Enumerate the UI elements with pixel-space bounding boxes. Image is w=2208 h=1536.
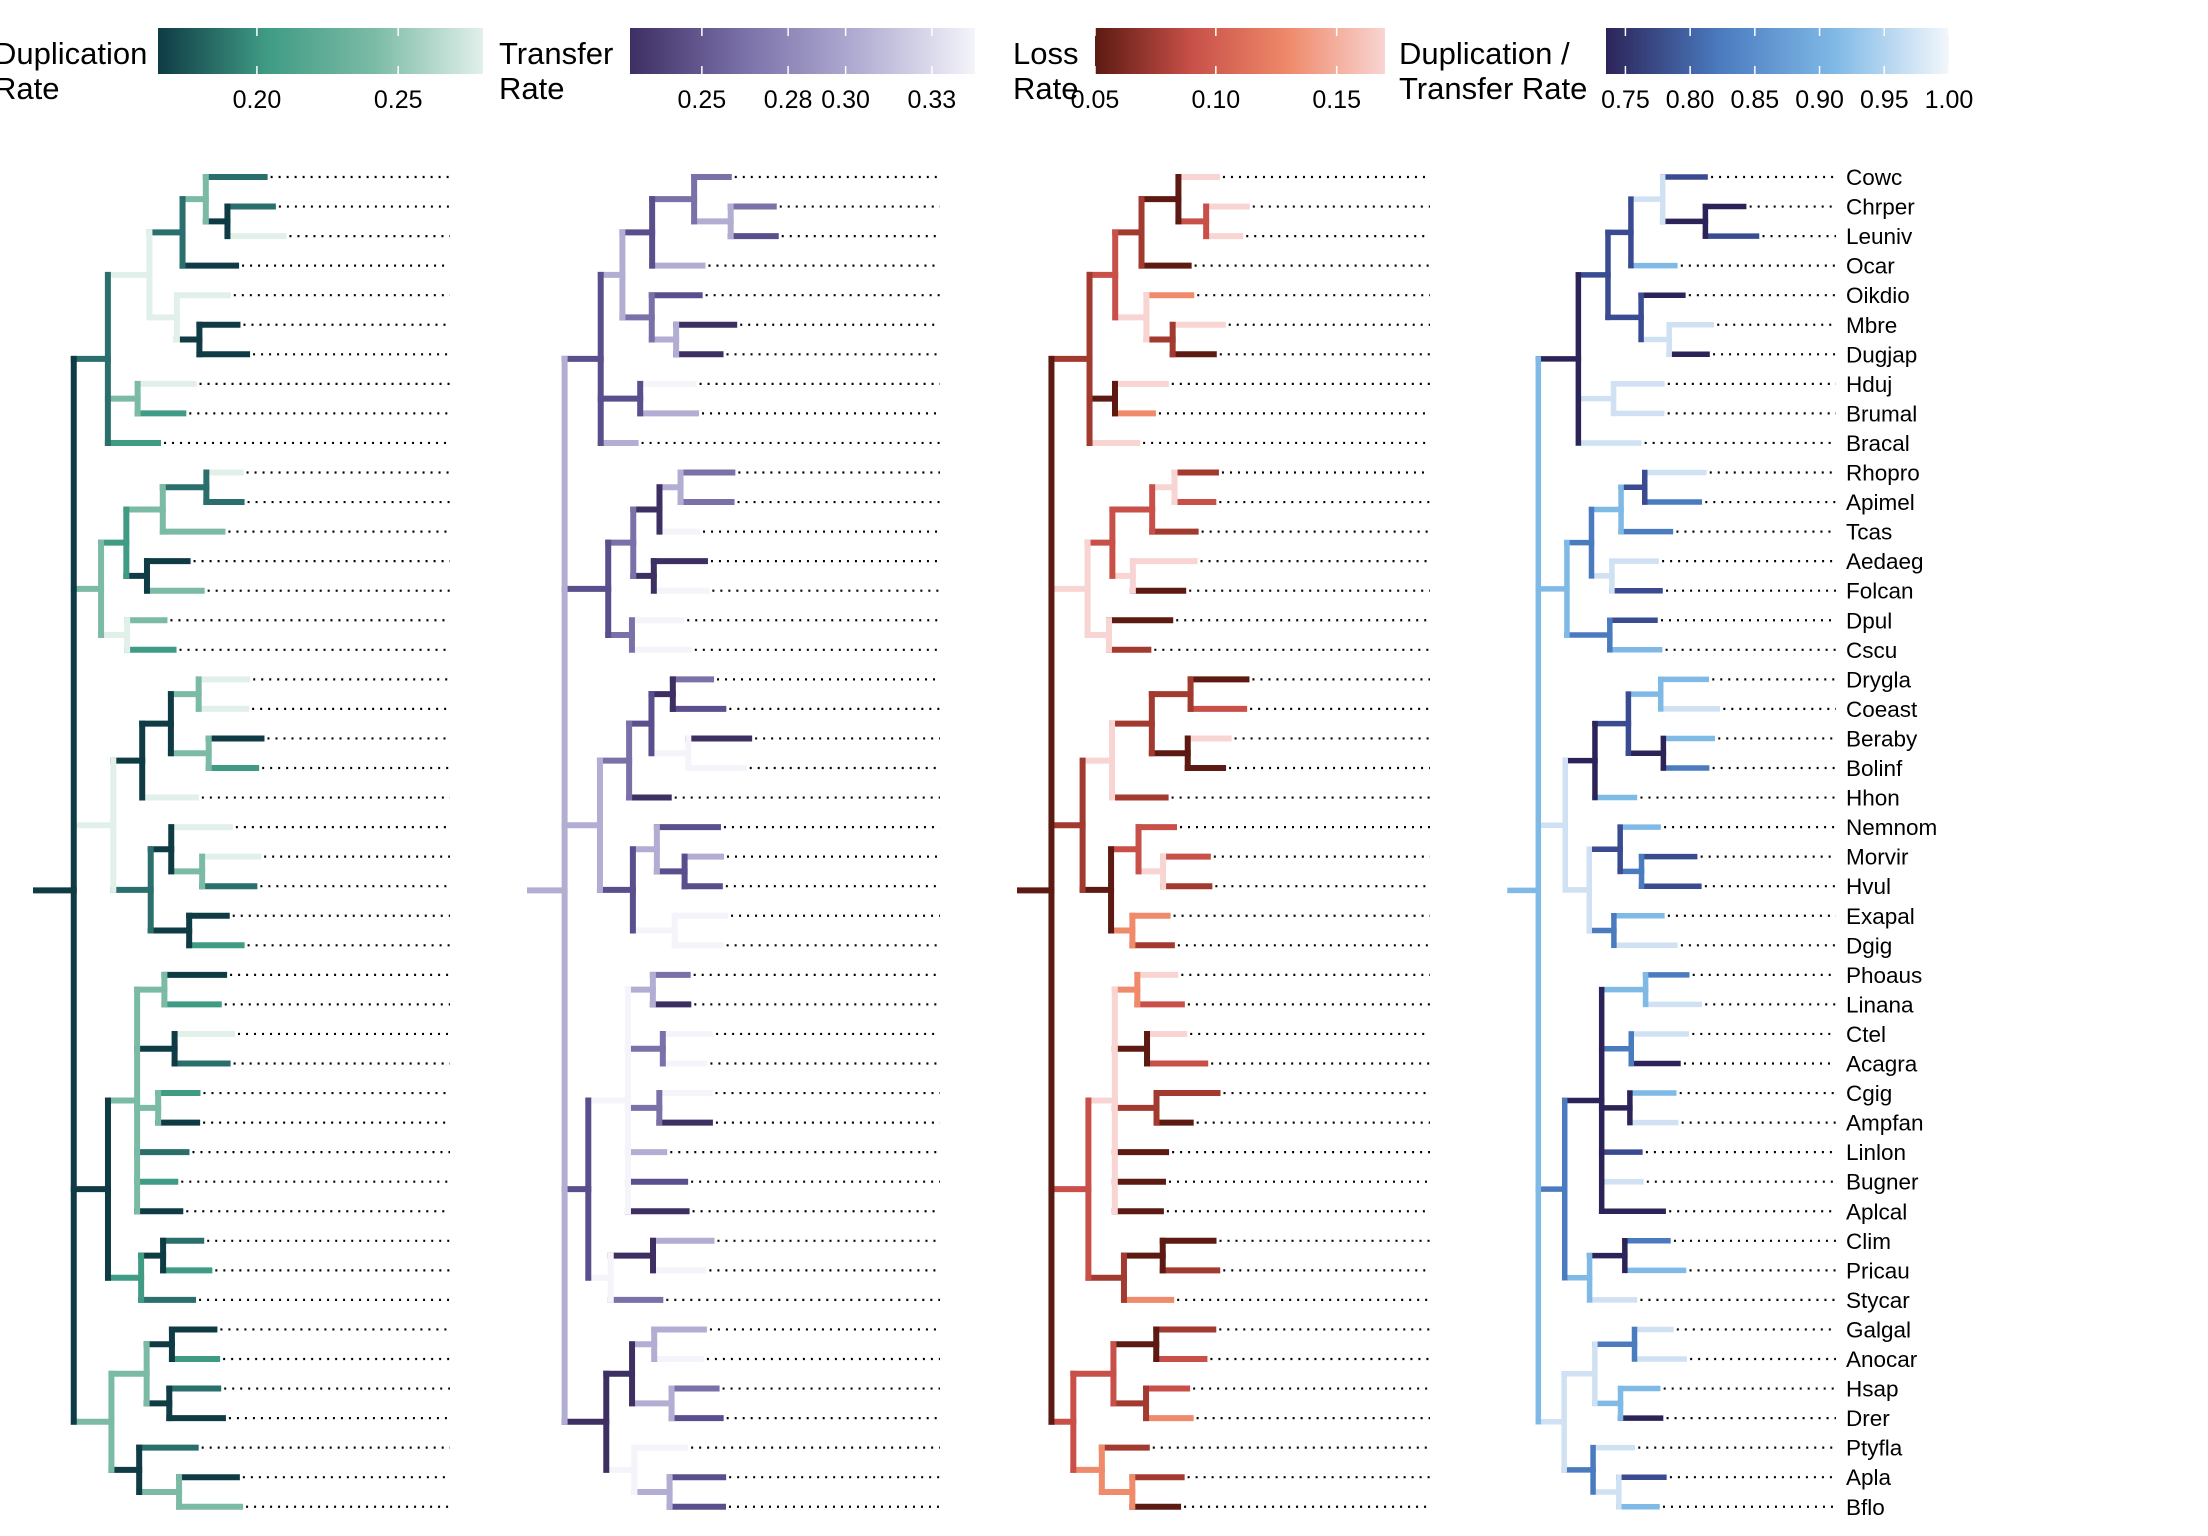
tip-label-phoaus: Phoaus bbox=[1846, 963, 1922, 988]
tip-label-drygla: Drygla bbox=[1846, 667, 1912, 692]
tick-label: 1.00 bbox=[1925, 86, 1974, 114]
tree-panel-1 bbox=[33, 174, 450, 1510]
tip-label-stycar: Stycar bbox=[1846, 1288, 1910, 1313]
species-trees bbox=[33, 174, 1836, 1510]
tick-label: 0.33 bbox=[908, 86, 957, 114]
tip-label-exapal: Exapal bbox=[1846, 904, 1915, 929]
tip-label-bugner: Bugner bbox=[1846, 1170, 1919, 1195]
tip-label-mbre: Mbre bbox=[1846, 313, 1897, 338]
tip-label-linana: Linana bbox=[1846, 992, 1914, 1017]
tip-label-coeast: Coeast bbox=[1846, 697, 1918, 722]
tip-label-hhon: Hhon bbox=[1846, 786, 1900, 811]
tip-label-drer: Drer bbox=[1846, 1406, 1890, 1431]
legend-title-line-1: Loss bbox=[1013, 36, 1078, 71]
tick-label: 0.10 bbox=[1191, 86, 1240, 114]
tip-label-nemnom: Nemnom bbox=[1846, 815, 1937, 840]
tip-label-folcan: Folcan bbox=[1846, 579, 1914, 604]
tip-label-ptyfla: Ptyfla bbox=[1846, 1436, 1903, 1461]
tree-panel-3 bbox=[1017, 174, 1430, 1510]
tip-label-anocar: Anocar bbox=[1846, 1347, 1918, 1372]
legend-title-line-2: Rate bbox=[1013, 71, 1078, 106]
tip-label-ampfan: Ampfan bbox=[1846, 1111, 1924, 1136]
tip-label-morvir: Morvir bbox=[1846, 845, 1909, 870]
tip-label-dugjap: Dugjap bbox=[1846, 342, 1917, 367]
tip-label-dgig: Dgig bbox=[1846, 933, 1892, 958]
tip-label-ocar: Ocar bbox=[1846, 254, 1895, 279]
tick-label: 0.80 bbox=[1666, 86, 1715, 114]
legend-title-line-1: Duplication / bbox=[1399, 36, 1570, 71]
tip-label-apimel: Apimel bbox=[1846, 490, 1915, 515]
tick-label: 0.05 bbox=[1071, 86, 1120, 114]
tip-label-oikdio: Oikdio bbox=[1846, 283, 1910, 308]
tip-label-aedaeg: Aedaeg bbox=[1846, 549, 1924, 574]
tick-label: 0.15 bbox=[1312, 86, 1361, 114]
tick-label: 0.28 bbox=[764, 86, 813, 114]
tree-panel-4 bbox=[1507, 174, 1836, 1510]
legend-transfer-rate: Transfer Rate 0.25 0.28 0.30 0.33 bbox=[499, 28, 975, 114]
tip-label-bolinf: Bolinf bbox=[1846, 756, 1903, 781]
tip-label-cscu: Cscu bbox=[1846, 638, 1897, 663]
tip-label-apla: Apla bbox=[1846, 1465, 1892, 1490]
tip-label-hvul: Hvul bbox=[1846, 874, 1891, 899]
legend-title-line-1: Duplication bbox=[0, 36, 147, 71]
tip-labels: Cowc Chrper Leuniv Ocar Oikdio Mbre Dugjap Hduj… bbox=[1846, 165, 1937, 1520]
tip-label-clim: Clim bbox=[1846, 1229, 1891, 1254]
tip-label-bracal: Bracal bbox=[1846, 431, 1910, 456]
legend-title-line-1: Transfer bbox=[499, 36, 613, 71]
legend-title-line-2: Rate bbox=[0, 71, 59, 106]
tip-label-leuniv: Leuniv bbox=[1846, 224, 1913, 249]
tip-label-beraby: Beraby bbox=[1846, 726, 1918, 751]
legend-title-line-2: Rate bbox=[499, 71, 564, 106]
tip-label-hsap: Hsap bbox=[1846, 1377, 1899, 1402]
tip-label-cowc: Cowc bbox=[1846, 165, 1902, 190]
tip-label-ctel: Ctel bbox=[1846, 1022, 1886, 1047]
tip-label-pricau: Pricau bbox=[1846, 1258, 1910, 1283]
tip-label-brumal: Brumal bbox=[1846, 401, 1917, 426]
legend-title-line-2: Transfer Rate bbox=[1399, 71, 1587, 106]
tip-label-galgal: Galgal bbox=[1846, 1317, 1911, 1342]
colorbar bbox=[158, 28, 483, 74]
legend-duplication-rate: Duplication Rate 0.20 0.25 bbox=[0, 28, 483, 114]
tip-label-aplcal: Aplcal bbox=[1846, 1199, 1907, 1224]
tick-label: 0.85 bbox=[1731, 86, 1780, 114]
legend-loss-rate: Loss Rate 0.05 0.10 0.15 bbox=[1013, 28, 1385, 114]
colorbar bbox=[1095, 28, 1385, 74]
tip-label-chrper: Chrper bbox=[1846, 195, 1915, 220]
tick-label: 0.90 bbox=[1795, 86, 1844, 114]
tick-label: 0.75 bbox=[1601, 86, 1650, 114]
tip-label-acagra: Acagra bbox=[1846, 1052, 1918, 1077]
tip-label-rhopro: Rhopro bbox=[1846, 461, 1920, 486]
legend-duplication-transfer-ratio: Duplication / Transfer Rate 0.75 0.80 0.… bbox=[1399, 28, 1973, 114]
tip-label-hduj: Hduj bbox=[1846, 372, 1892, 397]
tree-panel-2 bbox=[527, 174, 940, 1510]
colorbar bbox=[630, 28, 975, 74]
tick-label: 0.25 bbox=[678, 86, 727, 114]
tip-label-cgig: Cgig bbox=[1846, 1081, 1892, 1106]
tick-label: 0.95 bbox=[1860, 86, 1909, 114]
tip-label-dpul: Dpul bbox=[1846, 608, 1892, 633]
tick-label: 0.20 bbox=[233, 86, 282, 114]
tip-label-linlon: Linlon bbox=[1846, 1140, 1906, 1165]
tick-label: 0.30 bbox=[821, 86, 870, 114]
colorbar bbox=[1606, 28, 1949, 74]
tip-label-tcas: Tcas bbox=[1846, 520, 1892, 545]
tick-label: 0.25 bbox=[374, 86, 423, 114]
tip-label-bflo: Bflo bbox=[1846, 1495, 1885, 1520]
